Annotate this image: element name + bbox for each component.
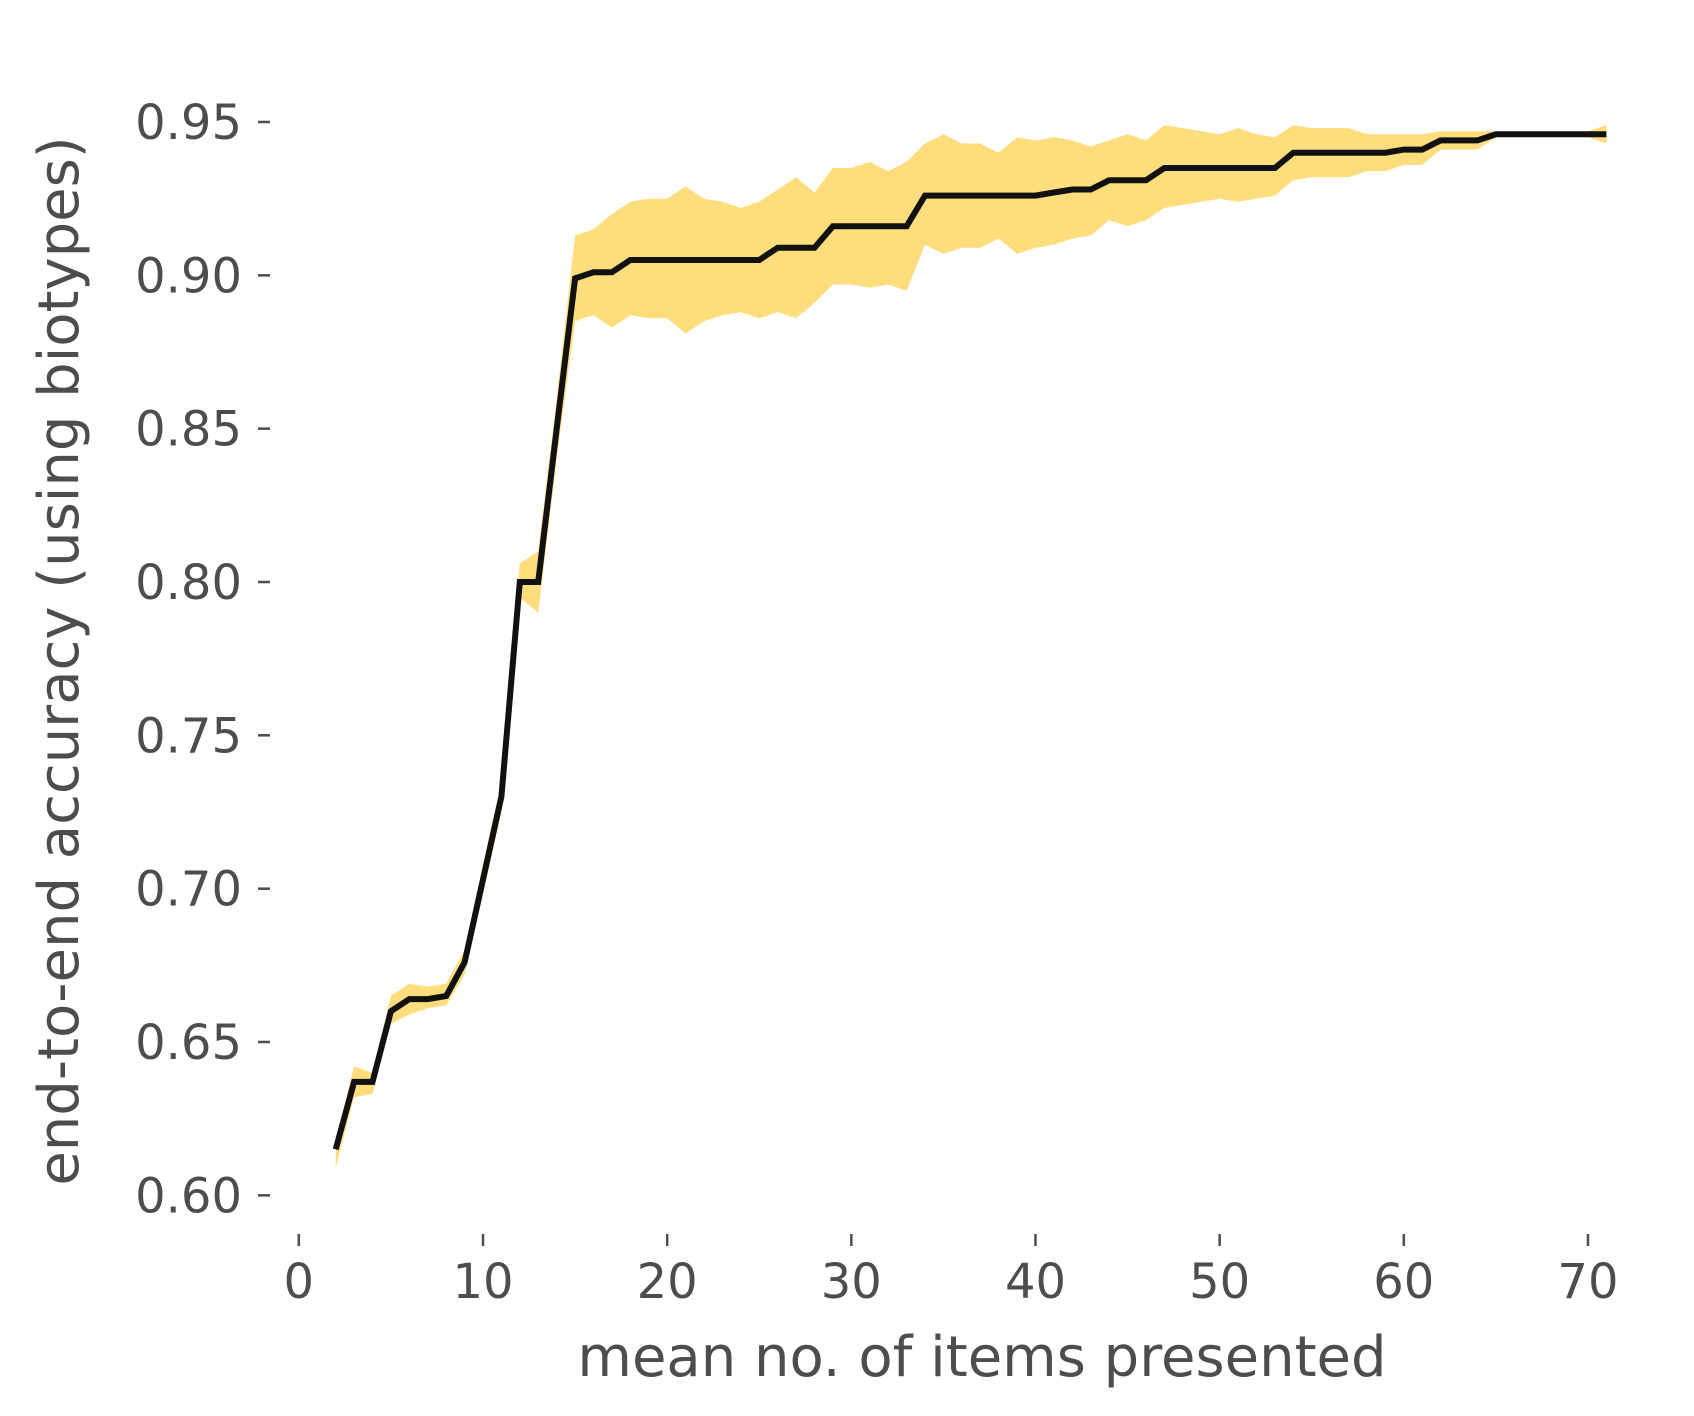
y-tick-label: 0.60 (135, 1168, 242, 1224)
x-tick-label: 30 (821, 1254, 882, 1310)
x-tick-label: 40 (1005, 1254, 1066, 1310)
x-tick-label: 70 (1557, 1254, 1618, 1310)
x-tick-label: 20 (637, 1254, 698, 1310)
y-axis-label: end-to-end accuracy (using biotypes) (27, 136, 92, 1185)
y-tick-label: 0.85 (135, 402, 242, 458)
x-tick-label: 50 (1189, 1254, 1250, 1310)
x-axis: 0 10 20 30 40 50 60 70 (284, 1234, 1618, 1310)
x-tick-label: 10 (452, 1254, 513, 1310)
x-tick-label: 0 (284, 1254, 315, 1310)
x-tick-label: 60 (1373, 1254, 1434, 1310)
y-tick-label: 0.65 (135, 1015, 242, 1071)
accuracy-line (332, 131, 1607, 1151)
plot-area (332, 125, 1607, 1168)
y-tick-label: 0.75 (135, 708, 242, 764)
y-axis: 0.60 0.65 0.70 0.75 0.80 0.85 0.90 0.95 (135, 95, 270, 1224)
confidence-band (335, 125, 1607, 1168)
y-tick-label: 0.70 (135, 862, 242, 918)
y-tick-label: 0.80 (135, 555, 242, 611)
x-axis-label: mean no. of items presented (577, 1325, 1386, 1390)
y-tick-label: 0.90 (135, 248, 242, 304)
y-tick-label: 0.95 (135, 95, 242, 151)
